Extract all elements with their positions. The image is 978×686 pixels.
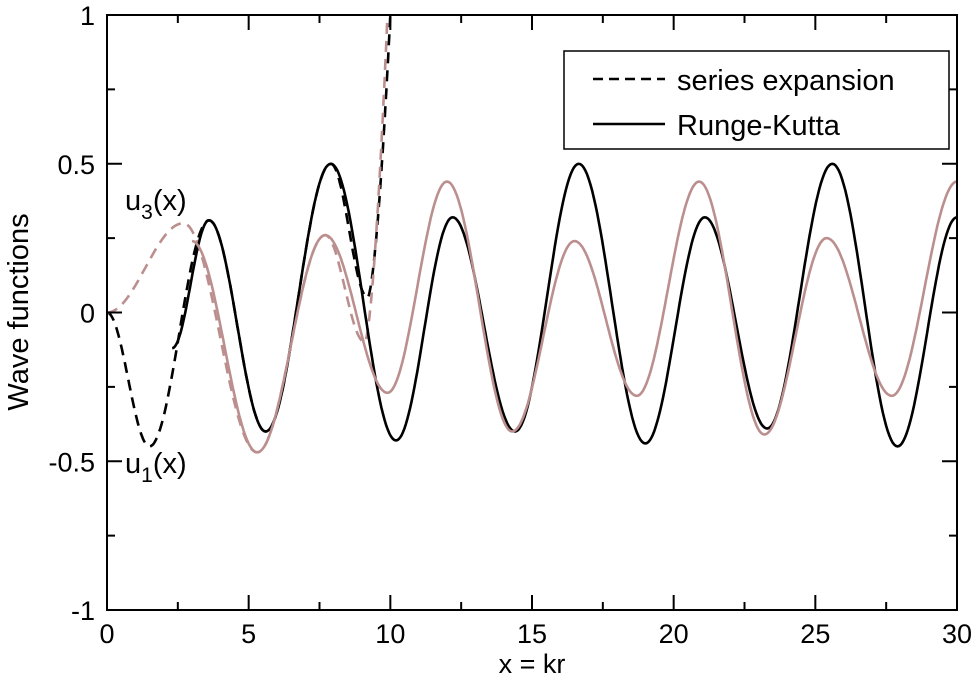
y-tick-label: 1 [80,1,95,31]
x-tick-label: 25 [800,619,830,649]
series-line-2 [171,162,958,448]
legend-label-rk: Runge-Kutta [677,110,841,142]
legend-label-series: series expansion [677,65,895,97]
series-line-3 [191,180,958,454]
x-tick-label: 20 [659,619,689,649]
x-tick-label: 15 [517,619,547,649]
y-axis-label: Wave functions [3,213,35,410]
y-tick-label: 0.5 [57,150,95,180]
x-tick-label: 5 [241,619,256,649]
y-tick-label: -0.5 [48,447,95,477]
legend: series expansion Runge-Kutta [563,50,950,150]
x-tick-label: 30 [942,619,972,649]
annotation-u1: u1(x) [125,448,187,487]
y-tick-label: -1 [71,596,95,626]
x-axis-label: x = kr [499,649,566,679]
annotation-u3: u3(x) [125,185,187,224]
x-tick-label: 0 [99,619,114,649]
x-tick-label: 10 [375,619,405,649]
y-tick-label: 0 [80,299,95,329]
legend-box [563,50,950,150]
